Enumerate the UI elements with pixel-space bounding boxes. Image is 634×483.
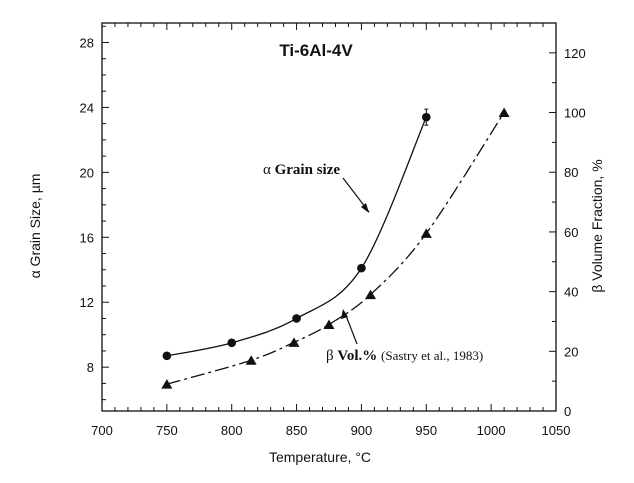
y-right-tick-label: 60	[564, 225, 578, 240]
y-left-tick-label: 12	[80, 295, 94, 310]
x-tick-label: 1000	[477, 423, 506, 438]
y-right-tick-label: 20	[564, 344, 578, 359]
beta-label: Vol.%	[337, 348, 377, 364]
data-point-circle	[292, 314, 301, 323]
y-right-tick-label: 120	[564, 46, 586, 61]
beta-symbol: β	[326, 348, 334, 364]
x-tick-label: 850	[286, 423, 308, 438]
x-tick-label: 950	[415, 423, 437, 438]
y-left-axis-label: α Grain Size, µm	[27, 174, 43, 279]
x-tick-label: 1050	[542, 423, 571, 438]
data-point-circle	[162, 351, 172, 361]
y-left-tick-label: 16	[80, 230, 94, 245]
x-axis-label: Temperature, °C	[269, 449, 371, 465]
alpha-label: Grain size	[275, 162, 341, 178]
x-tick-label: 700	[91, 423, 113, 438]
data-point-circle	[227, 338, 237, 348]
y-right-axis-label: β Volume Fraction, %	[589, 159, 605, 292]
x-tick-label: 800	[221, 423, 243, 438]
data-point-triangle	[288, 337, 300, 347]
y-right-tick-label: 80	[564, 165, 578, 180]
data-point-triangle	[498, 107, 510, 118]
y-left-tick-label: 24	[80, 100, 94, 115]
data-point-circle	[357, 263, 366, 273]
alpha-arrowhead	[361, 203, 369, 213]
y-right-tick-label: 0	[564, 404, 571, 419]
x-tick-label: 750	[156, 423, 178, 438]
data-point-triangle	[365, 289, 377, 300]
y-left-tick-label: 8	[87, 360, 94, 375]
plot-frame	[101, 22, 557, 412]
data-point-triangle	[161, 379, 173, 389]
data-point-triangle	[245, 355, 257, 365]
y-right-tick-label: 40	[564, 285, 578, 300]
series-line-1	[166, 116, 427, 357]
data-point-triangle	[420, 228, 432, 238]
beta-arrow	[344, 312, 358, 345]
series-line-2	[166, 112, 505, 385]
beta-arrowhead	[341, 309, 348, 319]
y-left-tick-label: 20	[80, 165, 94, 180]
beta-annotation: β Vol.% (Sastry et al., 1983)	[326, 348, 483, 364]
alpha-annotation: α Grain size	[263, 162, 340, 178]
chart-title: Ti-6Al-4V	[279, 41, 353, 60]
y-left-tick-label: 28	[80, 35, 94, 50]
x-tick-label: 900	[351, 423, 373, 438]
alpha-symbol: α	[263, 162, 271, 178]
beta-source: (Sastry et al., 1983)	[381, 348, 483, 363]
data-point-triangle	[323, 319, 335, 329]
y-right-tick-label: 100	[564, 106, 586, 121]
